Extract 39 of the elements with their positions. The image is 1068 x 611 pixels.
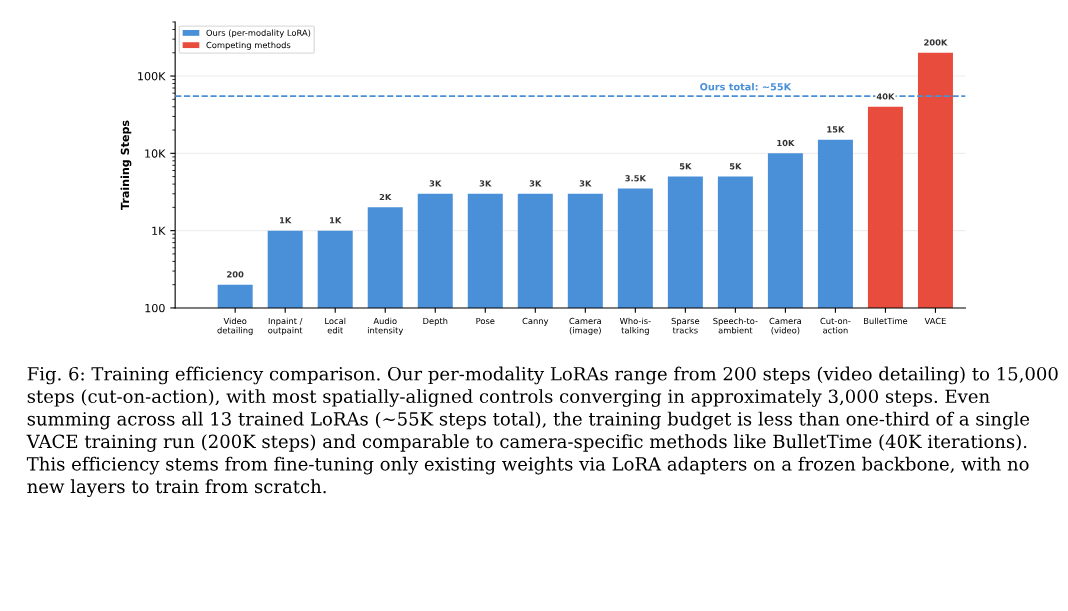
x-tick-label: Audio intensity bbox=[367, 317, 404, 336]
y-tick-label: 100K bbox=[138, 72, 166, 81]
y-tick-label: 10K bbox=[145, 149, 166, 158]
data-label: 10K bbox=[777, 139, 795, 147]
x-tick-label: Pose bbox=[476, 317, 495, 325]
data-label: 2K bbox=[379, 193, 392, 201]
x-tick-label: Local edit bbox=[325, 317, 346, 334]
x-tick-label: Depth bbox=[423, 317, 448, 326]
y-axis-title: Training Steps bbox=[120, 120, 132, 210]
x-tick-label: BulletTime bbox=[864, 317, 908, 325]
x-tick-label: Who-is- talking bbox=[619, 317, 651, 336]
data-label: 3K bbox=[579, 180, 592, 187]
x-tick-label: Sparse tracks bbox=[671, 317, 700, 334]
x-tick-label: Camera (image) bbox=[569, 317, 601, 336]
x-tick-label: Video detailing bbox=[217, 317, 253, 336]
data-label: 1K bbox=[280, 217, 292, 224]
y-tick-label: 1K bbox=[152, 226, 166, 235]
caption: Fig. 6: Training efficiency comparison. Our per-modality LoRAs range from 200 steps (video detailing) to 15,000 steps (cut-on-action), with most spatially-aligned controls converging in approximately 3,000 steps. Even summing across all 13 trained LoRAs (∼55K steps total), the training budget is less than one-third of a single VACE training run (200K steps) and comparable to camera-specific methods like BulletTime (40K iterations). This efficiency stems from fine-tuning only existing weights via LoRA adapters on a frozen backbone, with no new layers to train from scratch. bbox=[26, 366, 1058, 497]
data-label: 3K bbox=[429, 180, 442, 187]
data-label: 5K bbox=[729, 163, 742, 170]
x-tick-label: Camera (video) bbox=[769, 317, 801, 335]
data-label: 3K bbox=[529, 180, 542, 187]
data-label: 1K bbox=[330, 217, 342, 224]
data-label: 3K bbox=[479, 180, 492, 187]
x-tick-label: VACE bbox=[924, 317, 946, 325]
ref-line-label: Ours total: ~55K bbox=[700, 82, 792, 91]
legend-label: Competing methods bbox=[206, 41, 291, 50]
legend-label: Ours (per-modality LoRA) bbox=[206, 29, 311, 38]
data-label: 200K bbox=[924, 39, 948, 46]
data-label: 200 bbox=[227, 271, 244, 278]
x-tick-label: Cut-on- action bbox=[820, 317, 851, 334]
y-tick-label: 100 bbox=[145, 303, 165, 313]
x-tick-label: Speech-to- ambient bbox=[713, 317, 758, 334]
x-tick-label: Inpaint / outpaint bbox=[268, 317, 303, 336]
x-tick-label: Canny bbox=[522, 317, 549, 326]
data-label: 40K bbox=[876, 93, 895, 100]
data-label: 5K bbox=[679, 163, 692, 170]
data-label: 3.5K bbox=[625, 175, 647, 182]
data-label: 15K bbox=[827, 126, 845, 133]
